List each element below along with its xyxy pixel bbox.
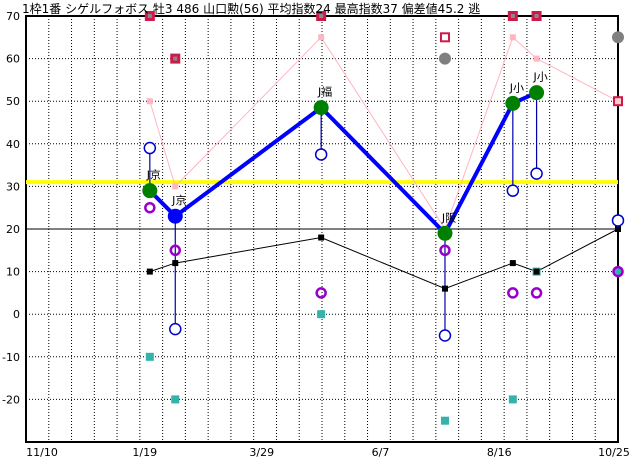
x-tick-label: 8/16 [487, 446, 512, 459]
black-point [533, 268, 540, 275]
purple-point [144, 201, 156, 214]
pink-series-line [149, 36, 619, 231]
teal-point [614, 267, 622, 276]
index-point [529, 85, 545, 101]
y-tick-label: 10 [6, 266, 20, 279]
red-outline-point [439, 32, 450, 43]
race-label: J京 [171, 193, 186, 207]
gray-point [612, 31, 624, 44]
purple-point [169, 244, 182, 257]
pink-forecast-point [613, 96, 623, 107]
race-label: J京 [146, 168, 161, 182]
race-label: J小 [509, 81, 524, 94]
pink-point [146, 98, 153, 105]
race-label: J福 [317, 85, 332, 99]
upper-point [314, 148, 328, 161]
upper-point [143, 141, 157, 155]
teal-point [317, 310, 326, 319]
upper-point [506, 184, 520, 197]
black-point [146, 268, 153, 275]
upper-point [530, 167, 543, 180]
upper-point [438, 329, 452, 342]
black-point [172, 260, 179, 267]
pink-point [172, 183, 179, 190]
black-series-line [149, 228, 619, 290]
y-tick-label: 20 [6, 223, 20, 236]
teal-point [171, 395, 180, 404]
y-tick-label: 40 [6, 138, 20, 151]
y-tick-label: -20 [2, 393, 20, 406]
gray-point [438, 52, 451, 65]
x-tick-label: 1/19 [132, 446, 157, 459]
red-max-point-center [147, 14, 152, 18]
black-point [318, 234, 325, 241]
pink-point [533, 55, 540, 62]
index-series-line [148, 90, 538, 237]
upper-point [611, 214, 625, 227]
red-max-point-center [534, 14, 539, 18]
x-tick-label: 6/7 [372, 446, 390, 459]
red-max-point-center [173, 56, 178, 61]
index-point [437, 225, 453, 241]
x-tick-label: 10/25 [598, 446, 630, 459]
index-point [142, 183, 158, 199]
race-label: J阪 [441, 210, 456, 224]
black-point [615, 226, 621, 232]
race-label: J小 [532, 71, 547, 84]
pink-point [509, 34, 516, 41]
purple-point [439, 244, 451, 257]
y-tick-label: 0 [13, 308, 20, 321]
teal-point [145, 352, 154, 361]
index-point [505, 95, 521, 111]
chart-title: 1枠1番 シゲルフォボス 牡3 486 山口勲(56) 平均指数24 最高指数3… [22, 2, 481, 16]
purple-point [315, 287, 327, 299]
pink-point [318, 34, 325, 41]
red-max-point-center [510, 14, 515, 18]
black-point [509, 260, 516, 267]
y-tick-label: -10 [2, 351, 20, 364]
purple-point [612, 265, 624, 278]
purple-point [530, 287, 543, 299]
y-tick-label: 30 [6, 180, 20, 193]
red-max-point-center [319, 14, 324, 18]
y-tick-label: 70 [6, 10, 20, 23]
black-point [441, 285, 448, 292]
index-point [167, 208, 183, 224]
x-tick-label: 11/10 [26, 446, 58, 459]
y-tick-label: 50 [6, 95, 20, 108]
y-tick-label: 60 [6, 53, 20, 66]
purple-point [507, 287, 519, 299]
x-tick-label: 3/29 [249, 446, 274, 459]
upper-point [169, 322, 182, 336]
teal-point [440, 416, 449, 425]
teal-point [508, 395, 517, 404]
index-point [313, 100, 329, 116]
